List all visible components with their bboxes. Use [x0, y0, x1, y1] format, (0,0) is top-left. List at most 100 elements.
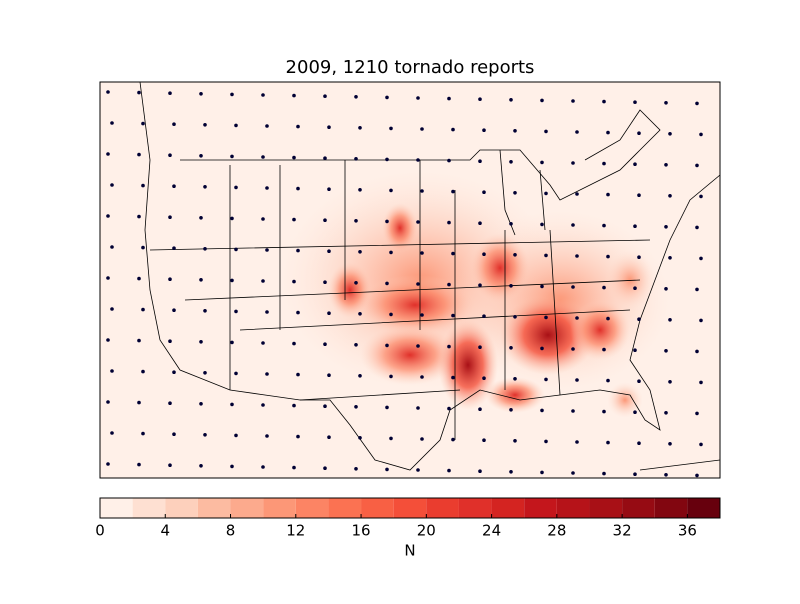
map-frame: [99, 81, 721, 479]
grid-point: [199, 92, 203, 96]
grid-point: [730, 133, 734, 137]
grid-point: [110, 183, 114, 187]
grid-point: [447, 468, 451, 473]
grid-point: [168, 91, 172, 95]
grid-point: [478, 283, 482, 288]
grid-point: [110, 369, 114, 373]
grid-point: [261, 341, 265, 345]
grid-point: [695, 287, 699, 292]
grid-point: [354, 281, 358, 285]
grid-point: [509, 98, 513, 102]
grid-point: [172, 122, 176, 126]
grid-point: [478, 469, 482, 474]
colorbar-tick-label: 20: [417, 522, 436, 540]
grid-point: [447, 406, 451, 411]
grid-point: [137, 90, 141, 95]
grid-point: [168, 215, 172, 219]
grid-point: [265, 186, 269, 190]
grid-point: [292, 93, 296, 98]
grid-point: [141, 245, 145, 250]
grid-point: [540, 470, 544, 475]
colorbar-bin: [393, 498, 427, 518]
grid-point: [389, 126, 393, 131]
grid-point: [695, 163, 699, 168]
grid-point: [606, 440, 610, 445]
colorbar-bin: [230, 498, 264, 518]
colorbar-bin: [622, 498, 655, 518]
grid-point: [137, 276, 141, 281]
grid-point: [389, 250, 393, 255]
grid-point: [509, 284, 513, 288]
grid-point: [265, 124, 269, 128]
grid-point: [292, 155, 296, 160]
grid-point: [664, 225, 668, 229]
grid-point: [730, 381, 734, 385]
grid-point: [199, 340, 203, 344]
grid-point: [602, 285, 606, 290]
grid-point: [389, 436, 393, 441]
grid-point: [358, 312, 362, 316]
grid-point: [544, 253, 548, 258]
grid-point: [354, 219, 358, 223]
grid-point: [234, 309, 238, 314]
grid-point: [199, 278, 203, 282]
grid-point: [323, 280, 327, 285]
grid-point: [602, 161, 606, 166]
grid-point: [509, 222, 513, 226]
grid-point: [420, 251, 424, 255]
grid-point: [451, 437, 455, 442]
grid-point: [571, 409, 575, 413]
grid-point: [478, 221, 482, 225]
colorbar-tick-label: 16: [352, 522, 371, 540]
grid-point: [168, 463, 172, 468]
grid-point: [699, 380, 703, 385]
grid-point: [513, 253, 517, 257]
grid-point: [106, 214, 110, 218]
grid-point: [292, 341, 296, 346]
grid-point: [230, 92, 234, 97]
grid-point: [354, 157, 358, 161]
grid-point: [199, 154, 203, 158]
colorbar-tick-label: 36: [678, 522, 697, 540]
grid-point: [203, 433, 207, 437]
colorbar-tick-label: 24: [482, 522, 501, 540]
grid-point: [354, 405, 358, 409]
grid-point: [420, 189, 424, 193]
colorbar-bin: [132, 498, 166, 518]
grid-point: [203, 371, 207, 375]
colorbar-bin: [458, 498, 492, 518]
colorbar-bin: [556, 498, 590, 518]
grid-point: [327, 125, 331, 129]
grid-point: [575, 254, 579, 258]
grid-point: [323, 342, 327, 347]
grid-point: [296, 434, 300, 439]
grid-point: [451, 127, 455, 132]
grid-point: [482, 314, 486, 319]
grid-point: [230, 402, 234, 407]
grid-point: [358, 126, 362, 130]
grid-point: [265, 434, 269, 438]
colorbar-tick-label: 4: [160, 522, 170, 540]
grid-point: [606, 378, 610, 383]
grid-point: [296, 248, 300, 253]
grid-point: [137, 338, 141, 343]
colorbar-tick-label: 0: [95, 522, 105, 540]
grid-point: [265, 248, 269, 252]
grid-point: [141, 307, 145, 312]
grid-point: [730, 195, 734, 199]
grid-point: [606, 192, 610, 197]
grid-point: [447, 344, 451, 349]
grid-point: [358, 188, 362, 192]
grid-point: [234, 123, 238, 128]
grid-point: [296, 310, 300, 315]
grid-point: [292, 403, 296, 408]
grid-point: [664, 473, 668, 477]
colorbar-bin: [524, 498, 557, 518]
grid-point: [668, 132, 672, 136]
grid-point: [664, 349, 668, 353]
grid-point: [323, 466, 327, 471]
grid-point: [664, 287, 668, 291]
grid-point: [230, 154, 234, 159]
grid-point: [637, 193, 641, 197]
colorbar-bin: [165, 498, 198, 518]
